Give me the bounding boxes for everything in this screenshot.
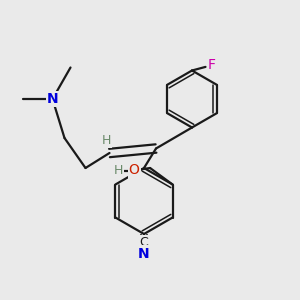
Text: O: O — [129, 164, 140, 177]
Text: H: H — [102, 134, 111, 147]
Text: H: H — [114, 164, 123, 177]
Text: N: N — [47, 92, 58, 106]
Text: F: F — [208, 58, 216, 72]
Text: C: C — [140, 236, 148, 249]
Text: N: N — [138, 247, 150, 260]
